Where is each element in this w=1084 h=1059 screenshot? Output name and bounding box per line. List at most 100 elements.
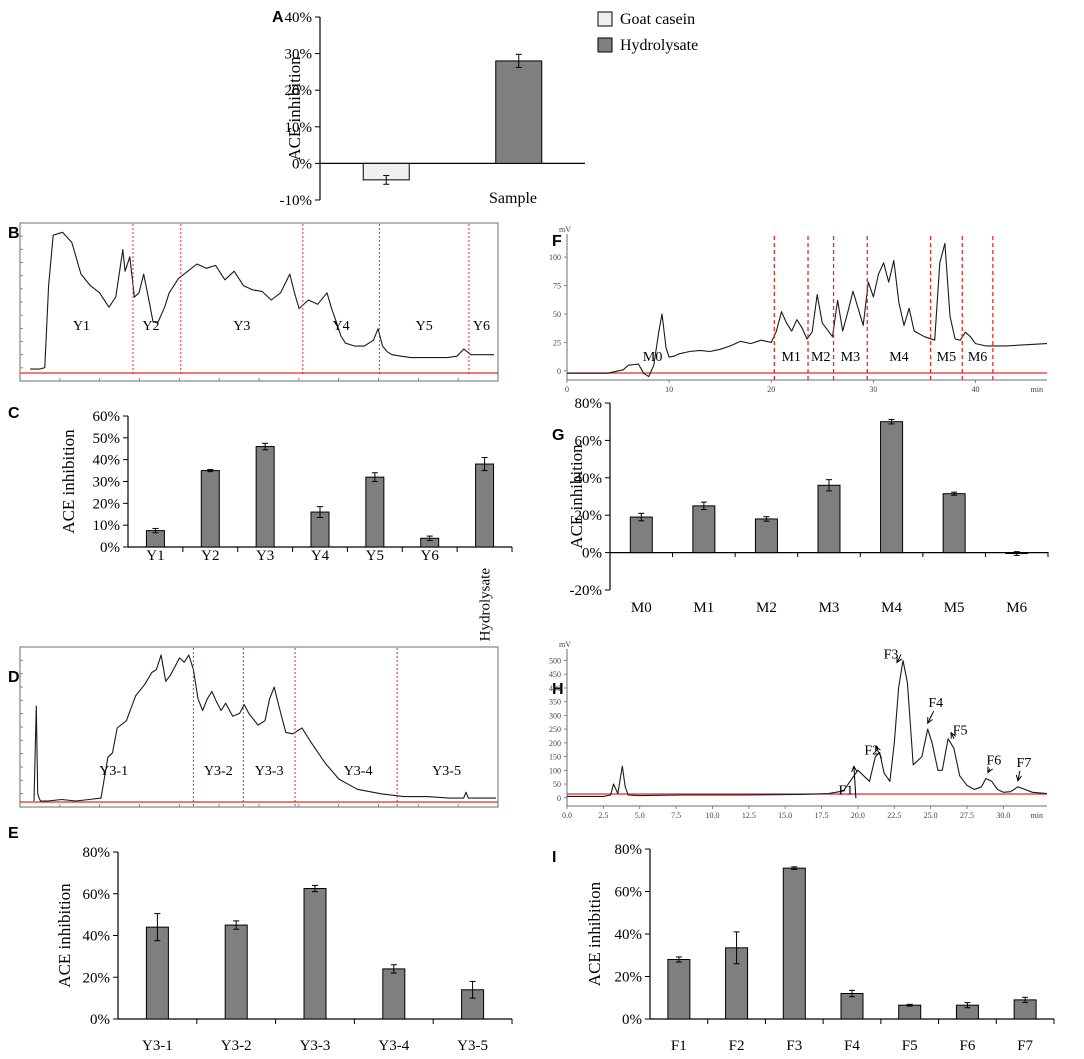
legend-swatch-hydrolysate <box>597 37 613 53</box>
x-tick-label-y5: Y5 <box>366 548 384 564</box>
x-tick-label-y6: Y6 <box>421 548 440 564</box>
x-tick-label-hydrolysate: Hydrolysate <box>478 568 494 642</box>
y-axis-title: ACE inhibition <box>59 429 78 534</box>
region-label-y3-1: Y3-1 <box>99 764 128 779</box>
y-tick-label: 80% <box>575 396 603 412</box>
x-tick-label-f6: F6 <box>960 1038 976 1054</box>
y-tick-label: 0% <box>622 1012 642 1028</box>
x-tick-label-f5: F5 <box>902 1038 918 1054</box>
x-tick-label-f7: F7 <box>1017 1038 1033 1054</box>
y-tick-label: -10% <box>280 193 313 209</box>
x-tick-label: 10 <box>665 385 673 394</box>
x-tick-label: 30.0 <box>996 811 1010 820</box>
x-tick-label: 17.5 <box>815 811 829 820</box>
y-tick-label: 20% <box>615 970 643 986</box>
y-tick-label: 60% <box>93 409 121 425</box>
y-tick-label: 30% <box>93 475 121 491</box>
panel-label-f: F <box>552 233 562 250</box>
chromatogram-trace <box>567 242 1048 378</box>
x-tick-label-m3: M3 <box>819 600 840 616</box>
x-tick-label: 2.5 <box>598 811 608 820</box>
y-tick-label: 50 <box>553 310 561 319</box>
y-axis-title: ACE inhibition <box>285 56 304 161</box>
y-tick-label: 0 <box>557 367 561 376</box>
y-unit-label: mV <box>559 225 571 234</box>
x-tick-label: 7.5 <box>671 811 681 820</box>
x-tick-label-y2: Y2 <box>201 548 219 564</box>
panel-label-b: B <box>8 225 20 242</box>
x-tick-label-y1: Y1 <box>146 548 164 564</box>
x-tick-label-f4: F4 <box>844 1038 860 1054</box>
x-tick-label: 5.0 <box>635 811 645 820</box>
y-tick-label: 75 <box>553 282 561 291</box>
y-tick-label: 450 <box>549 670 561 679</box>
x-unit-label: min <box>1031 811 1043 820</box>
x-tick-label-y3-4: Y3-4 <box>378 1038 409 1054</box>
chart-c-ace-inhibition-fractions: 0% 10% 20% 30% 40% 50% 60% Y1 Y2 Y3 Y4 Y5 Y6 Hydrolys… <box>59 409 513 642</box>
peak-label-f5: F5 <box>953 724 968 739</box>
chromatogram-trace <box>30 231 494 370</box>
x-tick-label: 25.0 <box>924 811 938 820</box>
y-tick-label: 60% <box>575 433 603 449</box>
x-tick-label-m1: M1 <box>693 600 714 616</box>
peak-label-f2: F2 <box>864 743 879 758</box>
bar-m2 <box>754 518 778 554</box>
y-axis-title: ACE inhibition <box>585 881 604 986</box>
peak-arrow <box>896 654 902 663</box>
bar-y3-3 <box>303 888 327 1020</box>
x-tick-label-y3-1: Y3-1 <box>142 1038 173 1054</box>
peak-label-f4: F4 <box>928 696 943 711</box>
bar-m0 <box>629 516 653 554</box>
y-tick-label: 40% <box>615 927 643 943</box>
y-tick-label: 500 <box>549 656 561 665</box>
region-label-y3-5: Y3-5 <box>432 764 461 779</box>
x-tick-label-y3-5: Y3-5 <box>457 1038 488 1054</box>
peak-label-f6: F6 <box>987 754 1002 769</box>
peak-arrow-head <box>1015 774 1022 782</box>
region-label-y6: Y6 <box>473 319 490 334</box>
x-tick-label: 30 <box>869 385 877 394</box>
y-axis-title: ACE inhibition <box>567 444 586 549</box>
chart-d-chromatogram: Y3-1 Y3-2 Y3-3 Y3-4 Y3-5 <box>19 646 499 808</box>
chart-e-ace-inhibition-subfractions: 0% 20% 40% 60% 80% Y3-1 Y3-2 Y3-3 Y3-4 Y3-5 ACE in… <box>55 845 513 1054</box>
x-tick-label: 20.0 <box>851 811 865 820</box>
bar-f3 <box>782 867 806 1020</box>
region-label-y5: Y5 <box>416 319 433 334</box>
y-tick-label: 300 <box>549 711 561 720</box>
chromatogram-frame <box>19 646 499 808</box>
bar-y3-4 <box>382 968 406 1020</box>
y-tick-label: 60% <box>83 887 111 903</box>
legend-swatch-goat-casein <box>597 11 613 27</box>
peak-arrow <box>853 766 857 799</box>
x-tick-label-f1: F1 <box>671 1038 687 1054</box>
y-tick-label: 80% <box>615 842 643 858</box>
peak-arrow <box>927 710 935 724</box>
x-tick-label-m6: M6 <box>1006 600 1027 616</box>
panel-label-i: I <box>552 849 556 866</box>
chromatogram-trace <box>33 654 496 802</box>
y-tick-label: 30% <box>285 47 313 63</box>
x-tick-label: 15.0 <box>778 811 792 820</box>
peak-label-f3: F3 <box>884 647 899 662</box>
x-tick-label: 0 <box>565 385 569 394</box>
region-label-m2: M2 <box>811 350 830 365</box>
y-tick-label: 50 <box>553 780 561 789</box>
region-label-y3: Y3 <box>233 319 250 334</box>
y-tick-label: 40% <box>575 471 603 487</box>
legend-label-goat-casein: Goat casein <box>620 11 695 28</box>
peak-arrow-head <box>896 656 903 664</box>
y-tick-label: 100 <box>549 253 561 262</box>
y-tick-label: 40% <box>93 453 121 469</box>
y-tick-label: 250 <box>549 725 561 734</box>
bar-hydrolysate <box>475 463 495 548</box>
y-tick-label: 10% <box>285 120 313 136</box>
y-tick-label: 50% <box>93 431 121 447</box>
bar-y5 <box>365 476 385 548</box>
chart-a-ace-inhibition-casein: -10% 0% 10% 20% 30% 40% ACE inhibition Sample Go… <box>280 10 699 209</box>
x-tick-label-f2: F2 <box>729 1038 745 1054</box>
peak-arrow-head <box>987 766 994 774</box>
peak-arrow <box>1017 770 1021 781</box>
panel-label-d: D <box>8 669 20 686</box>
bar-m5 <box>942 493 966 554</box>
x-tick-label-m5: M5 <box>944 600 965 616</box>
